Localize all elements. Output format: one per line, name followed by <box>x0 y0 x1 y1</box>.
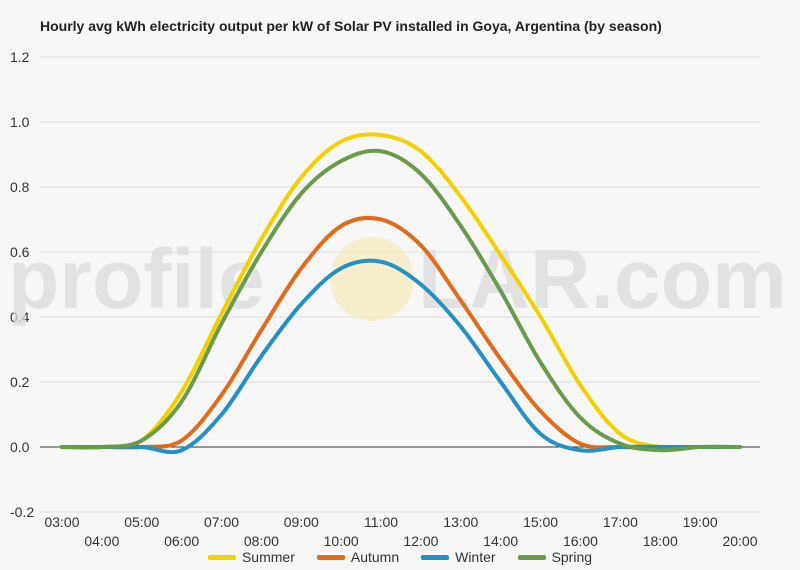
x-tick-label: 07:00 <box>204 514 239 530</box>
watermark: profile LAR.com <box>8 232 787 326</box>
x-tick-label: 15:00 <box>523 514 558 530</box>
legend-swatch <box>207 554 236 560</box>
y-tick-label: 0.4 <box>10 309 30 325</box>
y-tick-label: 1.2 <box>10 49 30 65</box>
x-tick-label: 08:00 <box>244 533 279 549</box>
chart-title: Hourly avg kWh electricity output per kW… <box>40 18 662 34</box>
legend-label: Spring <box>551 549 593 565</box>
x-tick-label: 11:00 <box>364 514 398 530</box>
legend-label: Summer <box>241 549 295 565</box>
watermark-text-right: LAR.com <box>418 232 787 326</box>
x-tick-label: 04:00 <box>84 533 119 549</box>
legend-item-spring: Spring <box>517 549 593 565</box>
legend-item-summer: Summer <box>207 549 295 565</box>
series-line-summer <box>60 132 742 450</box>
legend-item-winter: Winter <box>421 549 496 565</box>
x-tick-label: 13:00 <box>443 514 478 530</box>
x-tick-label: 09:00 <box>284 514 319 530</box>
y-tick-label: 0.2 <box>10 374 30 390</box>
series-lines <box>60 132 742 455</box>
legend-swatch <box>316 554 345 560</box>
legend-swatch <box>517 554 546 560</box>
legend-swatch <box>421 554 450 560</box>
x-tick-label: 05:00 <box>124 514 159 530</box>
x-tick-label: 10:00 <box>324 533 359 549</box>
x-axis-ticks: 03:00 04:00 05:00 06:00 07:00 08:00 09:00 10:00… <box>44 514 757 549</box>
watermark-sun <box>330 237 414 321</box>
y-tick-label: -0.2 <box>10 504 34 520</box>
x-tick-label: 06:00 <box>164 533 199 549</box>
y-tick-label: 0.0 <box>10 439 30 455</box>
legend: Summer Autumn Winter Spring <box>0 549 800 565</box>
x-tick-label: 17:00 <box>603 514 638 530</box>
x-tick-label: 16:00 <box>563 533 598 549</box>
x-tick-label: 12:00 <box>403 533 438 549</box>
legend-label: Autumn <box>350 549 400 565</box>
series-line-spring <box>60 148 742 453</box>
y-tick-label: 0.6 <box>10 244 30 260</box>
y-axis-ticks: 1.2 1.0 0.8 0.6 0.4 0.2 0.0 -0.2 <box>10 49 34 520</box>
x-tick-label: 19:00 <box>683 514 718 530</box>
x-tick-label: 20:00 <box>722 533 757 549</box>
x-tick-label: 18:00 <box>643 533 678 549</box>
legend-item-autumn: Autumn <box>316 549 400 565</box>
legend-label: Winter <box>455 549 496 565</box>
x-tick-label: 14:00 <box>483 533 518 549</box>
x-tick-label: 03:00 <box>44 514 79 530</box>
y-tick-label: 0.8 <box>10 179 30 195</box>
y-tick-label: 1.0 <box>10 114 30 130</box>
series-line-winter <box>60 258 742 455</box>
